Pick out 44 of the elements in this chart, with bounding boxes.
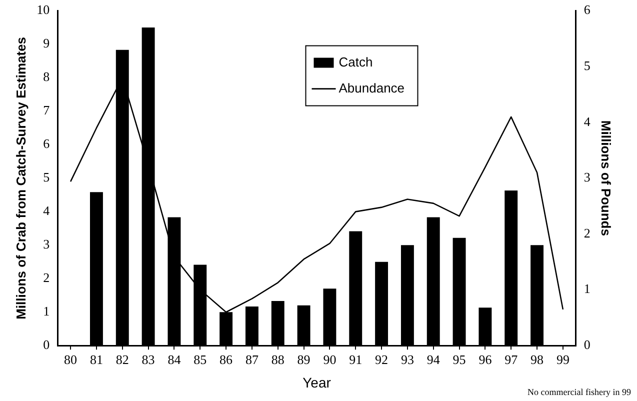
y2-tick-label: 2 [584,225,590,240]
y-tick-label: 1 [43,304,50,319]
x-axis-title: Year [302,374,332,390]
x-tick-label: 81 [90,352,103,367]
legend-label: Abundance [338,80,405,96]
text: No commercial fishery in 99 [528,386,632,397]
x-tick-label: 80 [64,352,78,367]
y-tick-label: 10 [36,2,50,18]
x-tick-label: 83 [142,352,155,367]
x-tick-label: 95 [452,352,466,367]
x-tick-label: 96 [478,352,492,367]
x-tick-label: 98 [530,352,544,367]
y2-tick-label: 4 [584,114,591,129]
y2-axis-title: Millions of Pounds [598,120,614,236]
y2-tick-label: 3 [584,170,590,185]
x-tick-label: 82 [116,352,129,367]
y2-tick-label: 6 [584,2,591,18]
x-tick-label: 97 [504,352,518,367]
y-tick-label: 2 [43,270,50,286]
x-tick-label: 88 [271,352,284,367]
legend-label: Catch [338,54,373,70]
x-tick-label: 91 [349,352,362,367]
x-tick-label: 92 [375,352,388,367]
x-tick-label: 94 [426,352,440,367]
y2-tick-label: 1 [584,281,590,296]
y-axis-title: Millions of Crab from Catch-Survey Estimates [13,36,28,320]
y-tick-label: 6 [43,136,50,152]
y2-tick-label: 5 [584,58,590,74]
x-tick-label: 90 [323,352,336,367]
x-tick-label: 84 [168,352,182,367]
y-tick-label: 0 [43,337,50,352]
y-tick-label: 4 [43,203,50,218]
y2-tick-label: 0 [584,337,590,352]
y-tick-label: 9 [43,36,50,51]
y-tick-label: 7 [43,102,50,118]
x-tick-label: 87 [245,352,259,367]
x-tick-label: 93 [400,352,414,367]
x-tick-label: 99 [556,352,570,367]
y-tick-label: 8 [43,69,50,84]
x-tick-label: 86 [220,352,234,367]
x-tick-label: 85 [194,352,207,367]
y-tick-label: 3 [43,236,50,252]
y-tick-label: 5 [43,170,50,185]
x-tick-label: 89 [297,352,310,367]
